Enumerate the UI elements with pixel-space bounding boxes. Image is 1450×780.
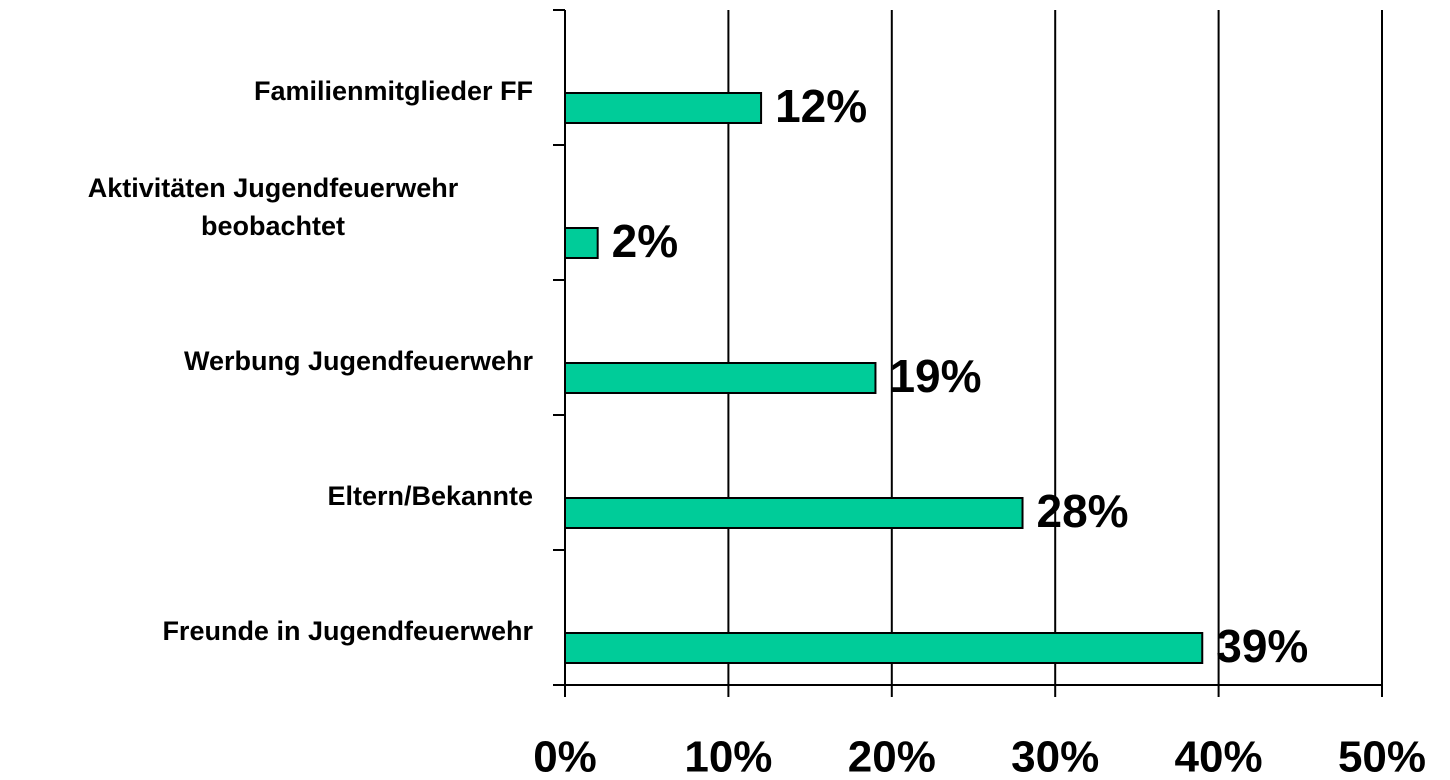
category-label: Familienmitglieder FF: [253, 76, 533, 106]
data-label: 39%: [1216, 620, 1308, 672]
x-tick-label: 20%: [848, 733, 936, 780]
x-tick-label: 0%: [533, 733, 597, 780]
bar: [564, 497, 1024, 529]
x-tick-label: 50%: [1338, 733, 1426, 780]
data-label: 12%: [775, 80, 867, 132]
bar: [564, 362, 877, 394]
category-label: Aktivitäten Jugendfeuerwehr beobachtet: [87, 173, 459, 241]
category-label: Eltern/Bekannte: [327, 481, 533, 511]
data-label: 2%: [612, 215, 678, 267]
bar: [564, 92, 763, 124]
x-tick-label: 10%: [684, 733, 772, 780]
x-tick-label: 30%: [1011, 733, 1099, 780]
category-label: Freunde in Jugendfeuerwehr: [162, 616, 533, 646]
x-tick-label: 40%: [1175, 733, 1263, 780]
bar: [564, 227, 599, 259]
data-label: 28%: [1037, 485, 1129, 537]
category-label: Werbung Jugendfeuerwehr: [183, 346, 533, 376]
bar: [564, 632, 1204, 664]
data-label: 19%: [889, 350, 981, 402]
